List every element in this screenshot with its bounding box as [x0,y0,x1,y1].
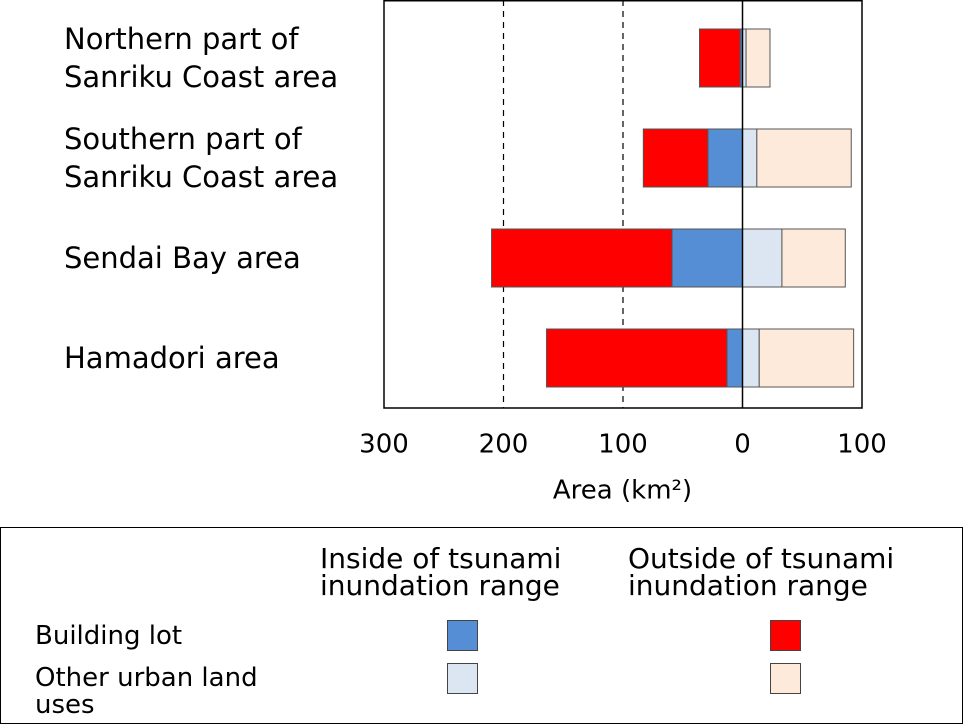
category-label: Northern part of Sanriku Coast area [64,22,339,94]
category-label: Southern part of Sanriku Coast area [64,122,339,194]
category-label: Sendai Bay area [64,241,301,275]
bar-segment [726,328,744,388]
bar-segment [756,128,852,188]
x-tick-label: 100 [598,430,648,460]
x-tick-label: 0 [734,430,751,460]
x-tick-label: 100 [837,430,887,460]
plot-frame [383,0,863,409]
bar-segment [491,228,673,288]
x-axis-label: Area (km²) [553,476,692,506]
x-tick-label: 300 [359,430,409,460]
bar-segment [671,228,743,288]
bar-segment [707,128,743,188]
bar-segment [745,28,771,88]
bar-segment [546,328,728,388]
legend-row-label: Building lot [35,621,183,651]
legend-swatch [447,620,478,651]
bar-segment [742,228,783,288]
bar-segment [642,128,709,188]
legend-row-label: Other urban land uses [35,663,258,720]
legend-swatch [447,663,478,694]
bar-segment [781,228,846,288]
bar-segment [742,328,760,388]
legend [0,527,963,724]
bar-segment [758,328,855,388]
category-label: Hamadori area [64,341,280,375]
legend-column-header: Inside of tsunami inundation range [320,542,562,602]
bar-segment [698,28,741,88]
legend-column-header: Outside of tsunami inundation range [628,542,895,602]
legend-swatch [770,663,801,694]
legend-swatch [770,620,801,651]
bar-segment [742,128,758,188]
x-tick-label: 200 [479,430,529,460]
